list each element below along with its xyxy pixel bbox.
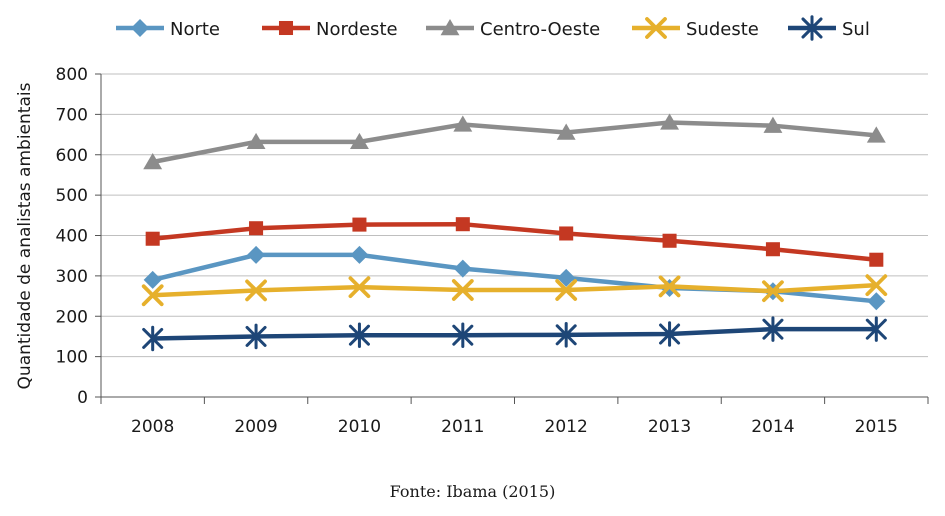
data-point-sudeste — [762, 280, 784, 303]
marker-stroke — [645, 17, 667, 39]
legend-label: Sudeste — [686, 19, 759, 40]
data-point-sul — [348, 322, 370, 348]
series-centro-oeste — [143, 113, 886, 170]
data-point-sul — [762, 316, 784, 342]
marker-stroke — [141, 284, 164, 307]
y-tick-label: 400 — [56, 227, 88, 247]
y-tick-label: 100 — [56, 348, 88, 368]
legend-label: Sul — [842, 19, 870, 40]
data-point-nordeste — [869, 252, 884, 267]
legend-item-norte: Norte — [116, 19, 220, 40]
marker-stroke — [451, 279, 474, 301]
data-point-sudeste — [865, 274, 888, 297]
x-tick-label: 2010 — [338, 417, 381, 437]
legend-marker — [278, 20, 294, 36]
y-tick-label: 600 — [56, 146, 88, 166]
data-point-nordeste — [352, 217, 367, 232]
legend-marker — [440, 19, 460, 36]
series-line-sul — [152, 326, 877, 341]
data-point-sudeste — [555, 279, 578, 301]
data-point-sudeste — [451, 279, 474, 301]
data-point-nordeste — [765, 242, 780, 257]
data-point-norte — [867, 292, 886, 311]
source-caption: Fonte: Ibama (2015) — [389, 482, 556, 501]
y-tick-labels: 0 100 200 300 400 500 600 700 800 — [56, 65, 88, 408]
data-point-sudeste — [348, 276, 371, 299]
y-tick-label: 200 — [56, 307, 88, 327]
y-tick-label: 700 — [56, 105, 88, 125]
data-point-norte — [143, 270, 162, 289]
x-tick-label: 2015 — [855, 417, 898, 437]
data-point-sul — [245, 323, 267, 350]
data-point-centro-oeste — [556, 123, 576, 140]
data-point-nordeste — [455, 217, 470, 232]
series-line-nordeste — [152, 221, 877, 262]
series-group — [141, 113, 888, 352]
legend-item-sudeste: Sudeste — [632, 17, 759, 40]
legend-item-sul: Sul — [788, 15, 870, 41]
x-tick-label: 2013 — [648, 417, 691, 437]
data-point-sul — [865, 316, 887, 342]
data-point-norte — [350, 245, 369, 264]
grid-lines — [101, 73, 928, 358]
marker-stroke — [555, 279, 578, 301]
y-tick-label: 0 — [77, 388, 88, 408]
x-tick-label: 2009 — [234, 417, 277, 437]
data-point-sul — [555, 322, 577, 348]
axes — [95, 73, 929, 404]
data-point-centro-oeste — [246, 132, 266, 150]
data-point-centro-oeste — [660, 113, 680, 130]
x-tick-label: 2011 — [441, 417, 484, 437]
x-tick-label: 2008 — [131, 417, 174, 437]
marker-stroke — [348, 276, 371, 299]
legend-label: Nordeste — [316, 19, 398, 40]
data-point-centro-oeste — [143, 153, 163, 170]
data-point-nordeste — [249, 221, 264, 236]
data-point-sudeste — [245, 279, 267, 302]
marker-stroke — [658, 275, 681, 298]
x-tick-label: 2014 — [751, 417, 794, 437]
data-point-sul — [659, 321, 681, 347]
x-tick-labels: 2008 2009 2010 2011 2012 2013 2014 2015 — [131, 417, 898, 437]
data-point-norte — [453, 259, 472, 278]
legend-label: Centro-Oeste — [480, 19, 600, 40]
data-point-sudeste — [141, 284, 164, 307]
legend-label: Norte — [170, 19, 220, 40]
legend: Norte Nordeste Centro-Oeste Sudeste Sul — [116, 15, 870, 41]
data-point-centro-oeste — [349, 132, 369, 150]
series-sudeste — [141, 274, 888, 307]
data-point-sul — [452, 322, 474, 348]
marker-stroke — [245, 279, 267, 302]
marker-stroke — [865, 274, 888, 297]
series-line-centro-oeste — [152, 120, 877, 165]
y-axis-label: Quantidade de analistas ambientais — [15, 82, 35, 389]
data-point-sudeste — [658, 275, 681, 298]
data-point-norte — [557, 268, 576, 287]
data-point-sul — [142, 325, 164, 352]
y-tick-label: 800 — [56, 65, 88, 85]
marker-stroke — [762, 280, 784, 303]
data-point-centro-oeste — [453, 115, 473, 132]
y-tick-label: 300 — [56, 267, 88, 287]
legend-marker — [801, 15, 823, 41]
data-point-norte — [247, 245, 266, 264]
x-tick-label: 2012 — [545, 417, 588, 437]
legend-item-nordeste: Nordeste — [262, 19, 398, 40]
legend-item-centro-oeste: Centro-Oeste — [426, 19, 600, 40]
data-point-nordeste — [662, 233, 677, 248]
data-point-nordeste — [559, 226, 574, 241]
legend-marker — [645, 17, 667, 39]
series-sul — [142, 316, 887, 352]
legend-marker — [131, 19, 149, 37]
data-point-centro-oeste — [866, 126, 886, 143]
series-nordeste — [145, 217, 884, 267]
y-tick-label: 500 — [56, 186, 88, 206]
data-point-nordeste — [145, 231, 160, 246]
series-line-sudeste — [152, 282, 877, 298]
data-point-centro-oeste — [763, 116, 783, 133]
